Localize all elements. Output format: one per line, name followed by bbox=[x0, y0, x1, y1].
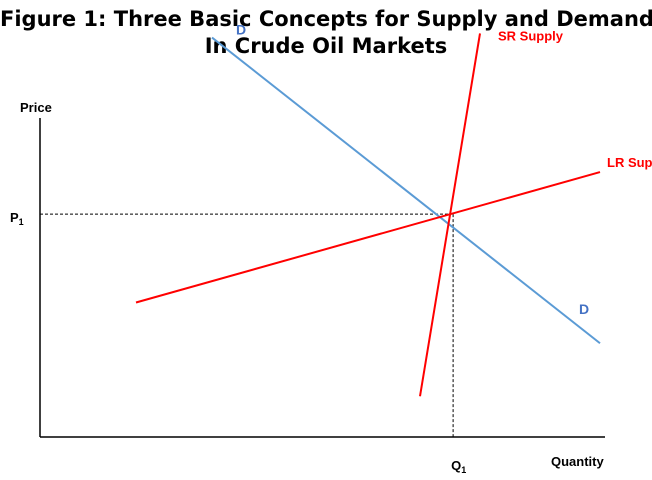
y-axis-label: Price bbox=[20, 100, 52, 115]
d-line bbox=[211, 36, 601, 345]
demand-label-top: D bbox=[236, 22, 246, 38]
chart-title-line-1: Figure 1: Three Basic Concepts for Suppl… bbox=[0, 7, 652, 31]
equilibrium-price-label: P1 bbox=[10, 210, 24, 227]
lr-supply-label: LR Supply bbox=[607, 155, 652, 170]
chart-title: Figure 1: Three Basic Concepts for Suppl… bbox=[0, 6, 652, 60]
chart-title-line-2: In Crude Oil Markets bbox=[204, 34, 448, 58]
demand-label-bottom: D bbox=[579, 301, 589, 317]
sr-supply-label: SR Supply bbox=[498, 28, 564, 43]
x-axis-label: Quantity bbox=[551, 454, 604, 469]
lr-supply-line bbox=[135, 171, 601, 304]
series-layer: D D SR Supply LR Supply bbox=[135, 22, 652, 397]
equilibrium-quantity-label: Q1 bbox=[451, 458, 466, 475]
